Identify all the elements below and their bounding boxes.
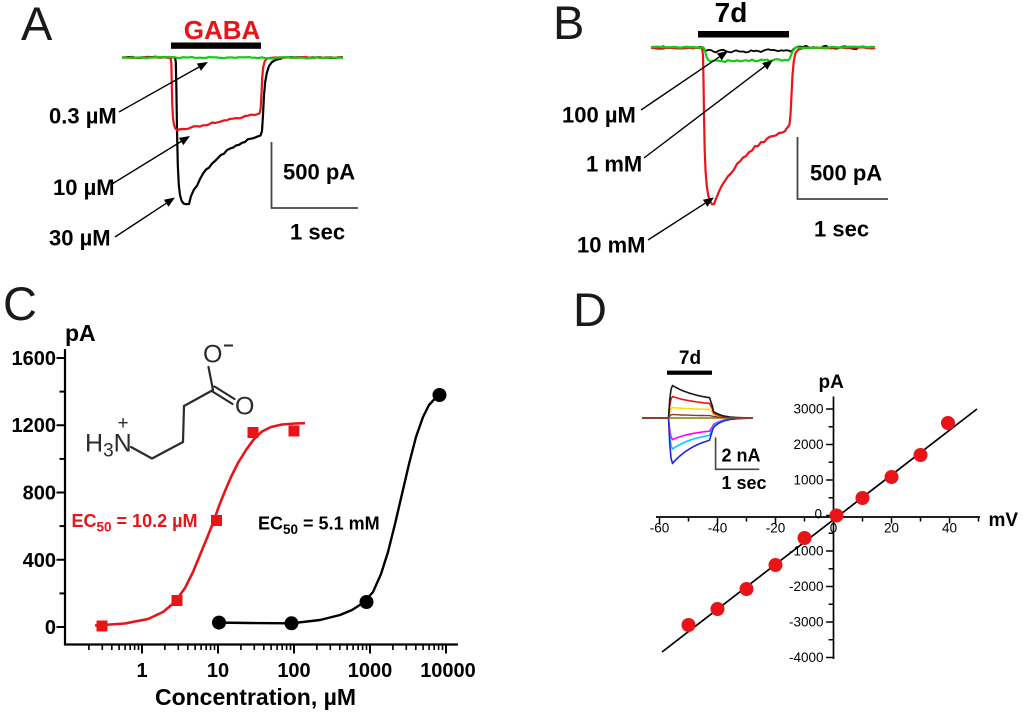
svg-text:-4000: -4000 [789, 650, 824, 665]
svg-text:-20: -20 [766, 521, 786, 536]
svg-text:100 µM: 100 µM [562, 103, 636, 128]
svg-text:-60: -60 [650, 521, 670, 536]
svg-text:Concentration, µM: Concentration, µM [155, 684, 356, 710]
svg-text:10000: 10000 [420, 660, 476, 682]
svg-text:0: 0 [814, 507, 822, 522]
svg-text:EC50 = 5.1 mM: EC50 = 5.1 mM [258, 514, 380, 538]
svg-text:800: 800 [23, 483, 56, 505]
svg-text:-1000: -1000 [789, 544, 824, 559]
svg-text:mV: mV [989, 510, 1019, 531]
svg-text:O: O [235, 393, 254, 421]
svg-text:1000: 1000 [793, 473, 823, 488]
svg-text:0: 0 [45, 617, 56, 639]
svg-text:7d: 7d [715, 0, 748, 28]
svg-text:500 pA: 500 pA [283, 160, 355, 185]
svg-text:3000: 3000 [793, 402, 823, 417]
svg-text:D: D [573, 283, 607, 336]
svg-text:-3000: -3000 [789, 615, 824, 630]
svg-text:GABA: GABA [184, 15, 261, 45]
svg-text:7d: 7d [679, 348, 701, 369]
svg-text:400: 400 [23, 550, 56, 572]
svg-text:C: C [3, 277, 37, 330]
svg-text:10: 10 [207, 660, 229, 682]
svg-text:1 sec: 1 sec [814, 217, 869, 242]
svg-text:1 mM: 1 mM [586, 152, 642, 177]
svg-text:100: 100 [277, 660, 310, 682]
svg-text:B: B [553, 0, 584, 49]
svg-text:1600: 1600 [12, 348, 57, 370]
svg-text:-2000: -2000 [789, 579, 824, 594]
svg-text:EC50 = 10.2 µM: EC50 = 10.2 µM [72, 511, 198, 535]
svg-text:1000: 1000 [348, 660, 393, 682]
svg-text:1 sec: 1 sec [290, 220, 345, 245]
svg-text:O: O [203, 341, 222, 369]
svg-text:10 µM: 10 µM [53, 175, 115, 200]
svg-text:1: 1 [136, 660, 147, 682]
svg-text:-40: -40 [708, 521, 728, 536]
svg-text:2000: 2000 [793, 437, 823, 452]
svg-text:40: 40 [942, 521, 957, 536]
svg-text:+: + [117, 413, 128, 434]
svg-text:A: A [21, 0, 53, 50]
svg-text:30 µM: 30 µM [49, 226, 111, 251]
svg-text:1 sec: 1 sec [722, 473, 767, 493]
svg-text:0.3 µM: 0.3 µM [49, 104, 117, 129]
svg-text:pA: pA [819, 372, 845, 393]
svg-text:1200: 1200 [12, 415, 57, 437]
svg-text:0: 0 [830, 521, 838, 536]
svg-text:10 mM: 10 mM [577, 233, 645, 258]
svg-text:20: 20 [884, 521, 899, 536]
svg-text:500 pA: 500 pA [810, 161, 882, 186]
svg-text:2 nA: 2 nA [722, 446, 761, 466]
svg-text:pA: pA [65, 320, 96, 346]
